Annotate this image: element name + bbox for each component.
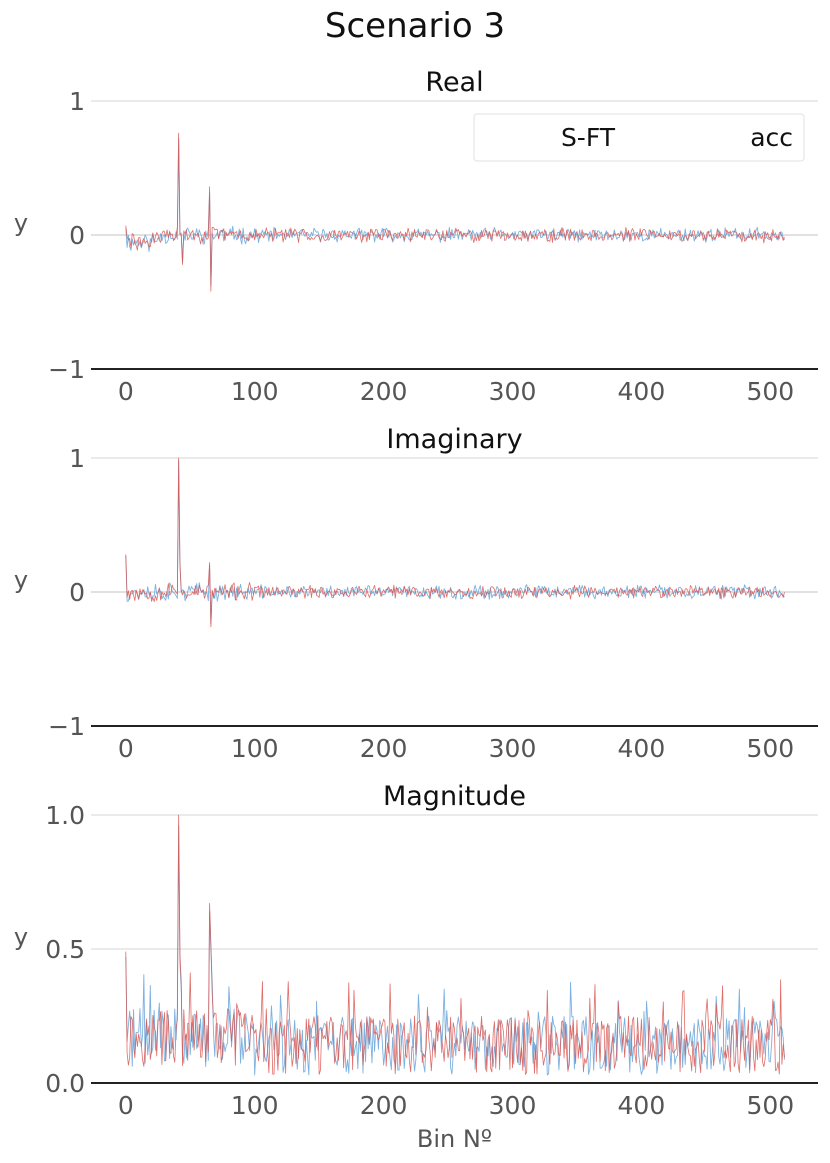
legend-entry-acc: acc: [750, 123, 793, 152]
y-tick-label: 0.0: [45, 1069, 85, 1098]
x-tick-label: 300: [489, 734, 537, 763]
legend: S-FT acc: [473, 113, 805, 162]
panel-real: −1 0 1 0 100 200 300 400 500 Real y S-FT acc: [14, 67, 818, 406]
panel-imaginary: −1 0 1 0 100 200 300 400 500 Imaginary y: [14, 424, 818, 763]
x-axis-title: Bin Nº: [417, 1125, 492, 1153]
y-tick-label: 1: [69, 87, 85, 116]
series-line-acc: [125, 457, 785, 628]
series-line-s-ft: [125, 138, 785, 287]
series-line-acc: [125, 814, 785, 1075]
panel-title: Imaginary: [386, 424, 522, 455]
series-line-acc: [125, 132, 785, 292]
x-tick-label: 300: [489, 1091, 537, 1120]
x-tick-label: 300: [489, 377, 537, 406]
x-tick-label: 200: [360, 734, 408, 763]
y-tick-label: −1: [48, 355, 85, 384]
x-tick-label: 200: [360, 1091, 408, 1120]
y-tick-label: 1.0: [45, 801, 85, 830]
legend-entry-sft: S-FT: [561, 123, 616, 152]
y-tick-label: 1: [69, 444, 85, 473]
figure-title: Scenario 3: [324, 6, 506, 46]
y-tick-label: −1: [48, 712, 85, 741]
legend-box: [473, 113, 805, 162]
y-tick-label: 0.5: [45, 935, 85, 964]
panel-title: Real: [425, 67, 483, 98]
y-axis-title: y: [14, 923, 28, 951]
x-tick-label: 200: [360, 377, 408, 406]
x-tick-label: 100: [231, 734, 279, 763]
x-tick-label: 500: [746, 1091, 794, 1120]
x-tick-label: 100: [231, 377, 279, 406]
x-tick-label: 0: [118, 1091, 134, 1120]
x-tick-label: 100: [231, 1091, 279, 1120]
y-tick-label: 0: [69, 578, 85, 607]
x-tick-label: 400: [618, 734, 666, 763]
panel-title: Magnitude: [383, 781, 526, 812]
panel-magnitude: 0.0 0.5 1.0 0 100 200 300 400 500 Magnitude y Bin N…: [14, 781, 818, 1153]
x-tick-label: 400: [618, 377, 666, 406]
x-tick-label: 0: [118, 734, 134, 763]
x-tick-label: 500: [746, 734, 794, 763]
series-line-s-ft: [125, 460, 785, 625]
x-tick-label: 400: [618, 1091, 666, 1120]
x-tick-label: 0: [118, 377, 134, 406]
y-tick-label: 0: [69, 221, 85, 250]
y-axis-title: y: [14, 209, 28, 237]
y-axis-title: y: [14, 566, 28, 594]
x-tick-label: 500: [746, 377, 794, 406]
